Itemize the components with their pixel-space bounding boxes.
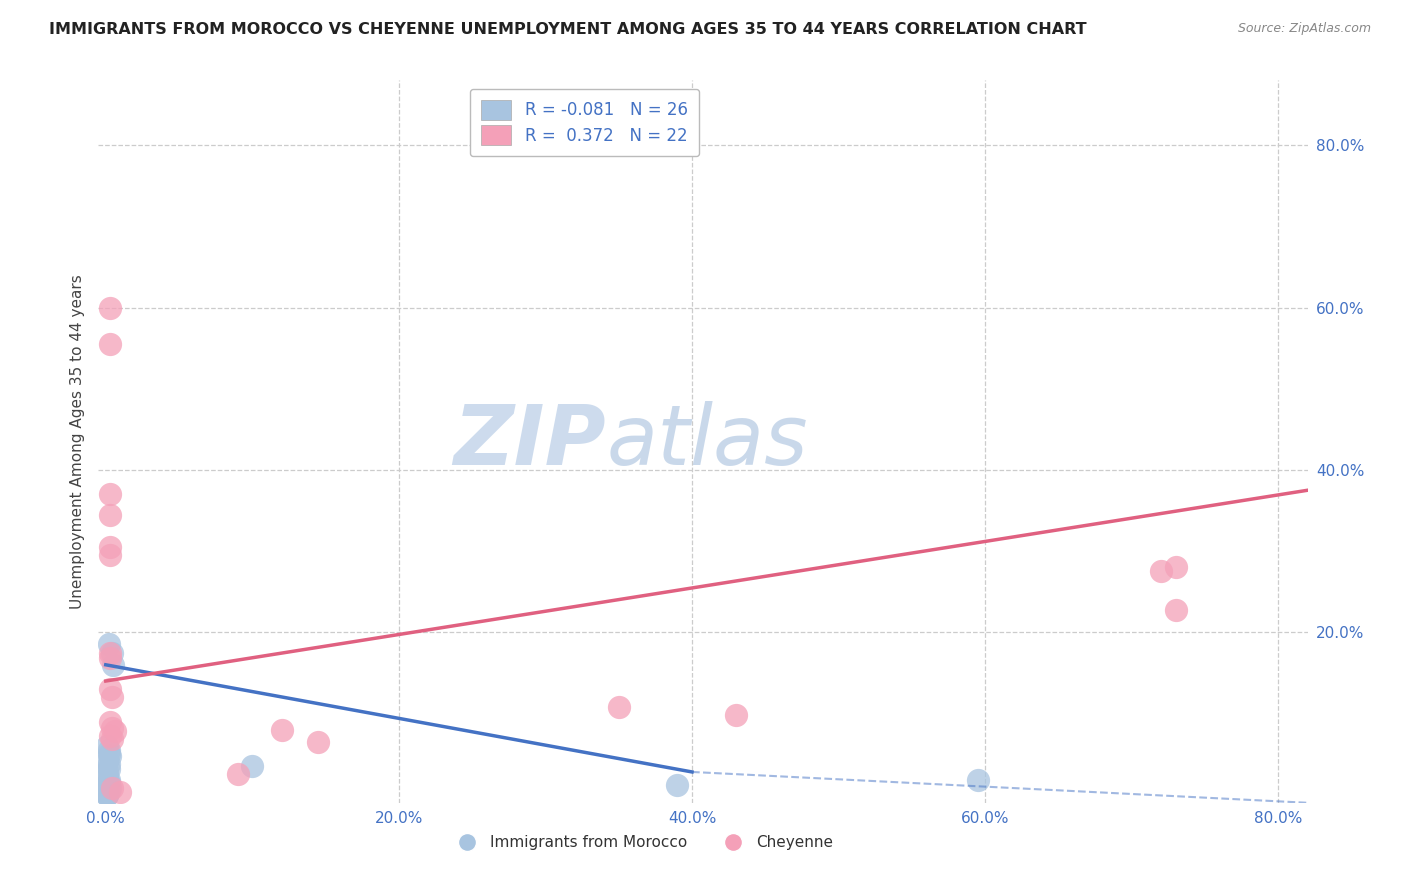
Point xyxy=(97,773,120,788)
Point xyxy=(97,756,120,771)
Point xyxy=(98,337,121,351)
Point xyxy=(96,785,118,799)
Point xyxy=(96,754,118,768)
Point xyxy=(97,747,120,761)
Legend: Immigrants from Morocco, Cheyenne: Immigrants from Morocco, Cheyenne xyxy=(446,830,839,856)
Point xyxy=(1164,560,1187,574)
Point xyxy=(98,646,121,660)
Point xyxy=(100,690,122,705)
Point xyxy=(96,786,118,800)
Y-axis label: Unemployment Among Ages 35 to 44 years: Unemployment Among Ages 35 to 44 years xyxy=(69,274,84,609)
Text: ZIP: ZIP xyxy=(454,401,606,482)
Point xyxy=(98,651,121,665)
Point xyxy=(96,778,118,792)
Point xyxy=(98,548,121,562)
Point xyxy=(226,767,249,781)
Point xyxy=(101,657,124,672)
Point xyxy=(97,775,120,789)
Point xyxy=(96,764,118,779)
Text: atlas: atlas xyxy=(606,401,808,482)
Point xyxy=(100,781,122,796)
Point xyxy=(103,724,125,739)
Point xyxy=(1150,565,1173,579)
Point xyxy=(97,784,120,798)
Point xyxy=(1164,602,1187,616)
Point xyxy=(96,782,118,797)
Point xyxy=(240,759,263,773)
Point xyxy=(100,721,122,735)
Point xyxy=(97,762,120,776)
Point xyxy=(98,682,121,697)
Point xyxy=(98,540,121,554)
Point xyxy=(98,508,121,522)
Point xyxy=(96,787,118,801)
Point xyxy=(724,708,747,723)
Point xyxy=(97,638,120,652)
Text: Source: ZipAtlas.com: Source: ZipAtlas.com xyxy=(1237,22,1371,36)
Point xyxy=(966,773,988,788)
Point xyxy=(98,729,121,743)
Point xyxy=(98,748,121,763)
Point xyxy=(96,739,118,753)
Point xyxy=(607,700,630,714)
Point xyxy=(98,301,121,315)
Point xyxy=(98,781,121,796)
Point xyxy=(98,714,121,729)
Point xyxy=(96,788,118,802)
Point xyxy=(110,785,132,799)
Point xyxy=(98,487,121,501)
Text: IMMIGRANTS FROM MOROCCO VS CHEYENNE UNEMPLOYMENT AMONG AGES 35 TO 44 YEARS CORRE: IMMIGRANTS FROM MOROCCO VS CHEYENNE UNEM… xyxy=(49,22,1087,37)
Point xyxy=(666,778,689,792)
Point xyxy=(307,735,329,749)
Point xyxy=(96,770,118,784)
Point xyxy=(270,723,292,737)
Point xyxy=(100,732,122,747)
Point xyxy=(96,788,118,802)
Point xyxy=(100,646,122,660)
Point xyxy=(97,743,120,757)
